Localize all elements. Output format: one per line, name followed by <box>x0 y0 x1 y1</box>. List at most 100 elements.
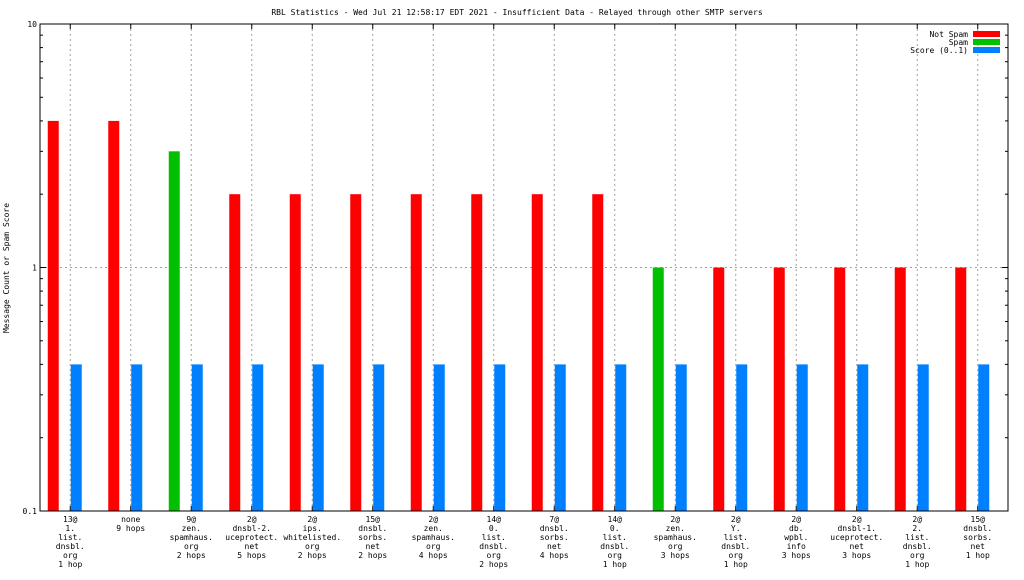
x-tick-label-line: 9@ <box>186 515 196 524</box>
x-tick-label-line: spamhaus. <box>412 533 455 542</box>
x-tick-label-line: 2 hops <box>298 551 327 560</box>
x-tick-label-line: sorbs. <box>358 533 387 542</box>
x-tick-label-line: 9 hops <box>116 524 145 533</box>
x-tick-label-line: 4 hops <box>540 551 569 560</box>
x-tick-label-line: 2 hops <box>358 551 387 560</box>
x-tick-label-line: 2. <box>912 524 922 533</box>
bar-score-0-1 <box>312 364 324 511</box>
x-tick-label: 14@ 0. list. dnsbl. org 2 hops <box>479 515 508 569</box>
x-tick-label-line: spamhaus. <box>654 533 697 542</box>
x-tick-label-line: uceprotect. <box>225 533 278 542</box>
y-tick-label: 0.1 <box>23 507 38 516</box>
bar-score-0-1 <box>675 364 687 511</box>
x-tick-label: 2@ dnsbl-1. uceprotect. net 3 hops <box>830 515 883 560</box>
x-tick-label-line: 0. <box>610 524 620 533</box>
x-tick-label-line: 1 hop <box>603 560 627 569</box>
bar-not-spam <box>108 120 120 512</box>
x-tick-label-line: 14@ <box>608 515 623 524</box>
bar-not-spam <box>410 194 422 511</box>
x-tick-label-line: org <box>608 551 623 560</box>
bar-not-spam <box>229 194 241 511</box>
x-tick-label: 14@ 0. list. dnsbl. org 1 hop <box>600 515 629 569</box>
x-tick-label-line: dnsbl. <box>963 524 992 533</box>
x-tick-label-line: dnsbl. <box>56 542 85 551</box>
legend-swatch <box>973 47 1000 53</box>
bar-spam <box>168 151 180 511</box>
bar-score-0-1 <box>615 364 627 511</box>
bar-score-0-1 <box>373 364 385 511</box>
x-tick-label-line: org <box>487 551 502 560</box>
x-tick-label: 2@ 2. list. dnsbl. org 1 hop <box>903 515 932 569</box>
bar-score-0-1 <box>857 364 869 511</box>
x-tick-label-line: net <box>245 542 260 551</box>
x-tick-label-line: dnsbl. <box>540 524 569 533</box>
x-tick-label-line: 1. <box>65 524 75 533</box>
x-tick-label-line: list. <box>724 533 748 542</box>
x-tick-label: 15@ dnsbl. sorbs. net 1 hop <box>963 515 992 560</box>
x-tick-label: 2@ db. wpbl. info 3 hops <box>782 515 811 560</box>
x-tick-label-line: org <box>729 551 744 560</box>
legend-label: Spam <box>949 38 968 47</box>
chart-title: RBL Statistics - Wed Jul 21 12:58:17 EDT… <box>271 8 762 17</box>
x-tick-label-line: org <box>305 542 320 551</box>
x-tick-label-line: 3 hops <box>782 551 811 560</box>
y-tick-label: 10 <box>27 20 37 29</box>
x-tick-label-line: zen. <box>666 524 685 533</box>
x-tick-label-line: org <box>184 542 199 551</box>
x-tick-label-line: list. <box>58 533 82 542</box>
x-tick-label: 9@ zen. spamhaus. org 2 hops <box>170 515 213 560</box>
x-tick-label-line: sorbs. <box>963 533 992 542</box>
x-tick-label-line: 4 hops <box>419 551 448 560</box>
x-tick-label-line: dnsbl. <box>600 542 629 551</box>
x-tick-label-line: org <box>668 542 683 551</box>
x-tick-label-line: dnsbl. <box>479 542 508 551</box>
bar-not-spam <box>531 194 543 511</box>
x-tick-label-line: wpbl. <box>784 533 808 542</box>
bar-not-spam <box>773 267 785 511</box>
bar-score-0-1 <box>131 364 143 511</box>
x-tick-label-line: whitelisted. <box>283 533 341 542</box>
x-tick-label-line: 7@ <box>549 515 559 524</box>
x-tick-label-line: sorbs. <box>540 533 569 542</box>
x-tick-label-line: dnsbl. <box>358 524 387 533</box>
x-tick-label: 2@ Y. list. dnsbl. org 1 hop <box>721 515 750 569</box>
x-tick-label-line: org <box>426 542 441 551</box>
x-tick-label-line: 5 hops <box>237 551 266 560</box>
legend-label: Not Spam <box>929 30 968 39</box>
x-tick-label-line: org <box>63 551 78 560</box>
x-tick-label: 2@ ips. whitelisted. org 2 hops <box>283 515 341 560</box>
bar-score-0-1 <box>554 364 566 511</box>
x-tick-label-line: dnsbl. <box>721 542 750 551</box>
bar-spam <box>652 267 664 511</box>
x-tick-label-line: dnsbl. <box>903 542 932 551</box>
x-tick-label-line: uceprotect. <box>830 533 883 542</box>
x-tick-label-line: Y. <box>731 524 741 533</box>
y-axis-label: Message Count or Spam Score <box>2 203 11 333</box>
x-tick-label-line: 15@ <box>366 515 381 524</box>
x-tick-label-line: dnsbl-1. <box>837 524 876 533</box>
x-tick-label-line: 2 hops <box>177 551 206 560</box>
x-tick-label: 2@ zen. spamhaus. org 4 hops <box>412 515 455 560</box>
x-tick-label-line: org <box>910 551 925 560</box>
x-tick-label-line: 15@ <box>971 515 986 524</box>
x-tick-label-line: 14@ <box>487 515 502 524</box>
bar-not-spam <box>471 194 483 511</box>
x-tick-label: 7@ dnsbl. sorbs. net 4 hops <box>540 515 569 560</box>
x-tick-label-line: 3 hops <box>842 551 871 560</box>
x-tick-label-line: zen. <box>424 524 443 533</box>
bar-score-0-1 <box>978 364 990 511</box>
bar-not-spam <box>592 194 604 511</box>
x-tick-label-line: net <box>547 542 562 551</box>
x-tick-label-line: 2@ <box>247 515 257 524</box>
bar-score-0-1 <box>252 364 264 511</box>
bar-not-spam <box>47 120 59 512</box>
x-tick-label: none 9 hops <box>116 515 145 533</box>
x-tick-label-line: net <box>850 542 865 551</box>
x-tick-label-line: 2@ <box>670 515 680 524</box>
y-tick-label: 1 <box>32 264 37 273</box>
bar-score-0-1 <box>917 364 929 511</box>
x-tick-label-line: 2@ <box>791 515 801 524</box>
bar-score-0-1 <box>796 364 808 511</box>
